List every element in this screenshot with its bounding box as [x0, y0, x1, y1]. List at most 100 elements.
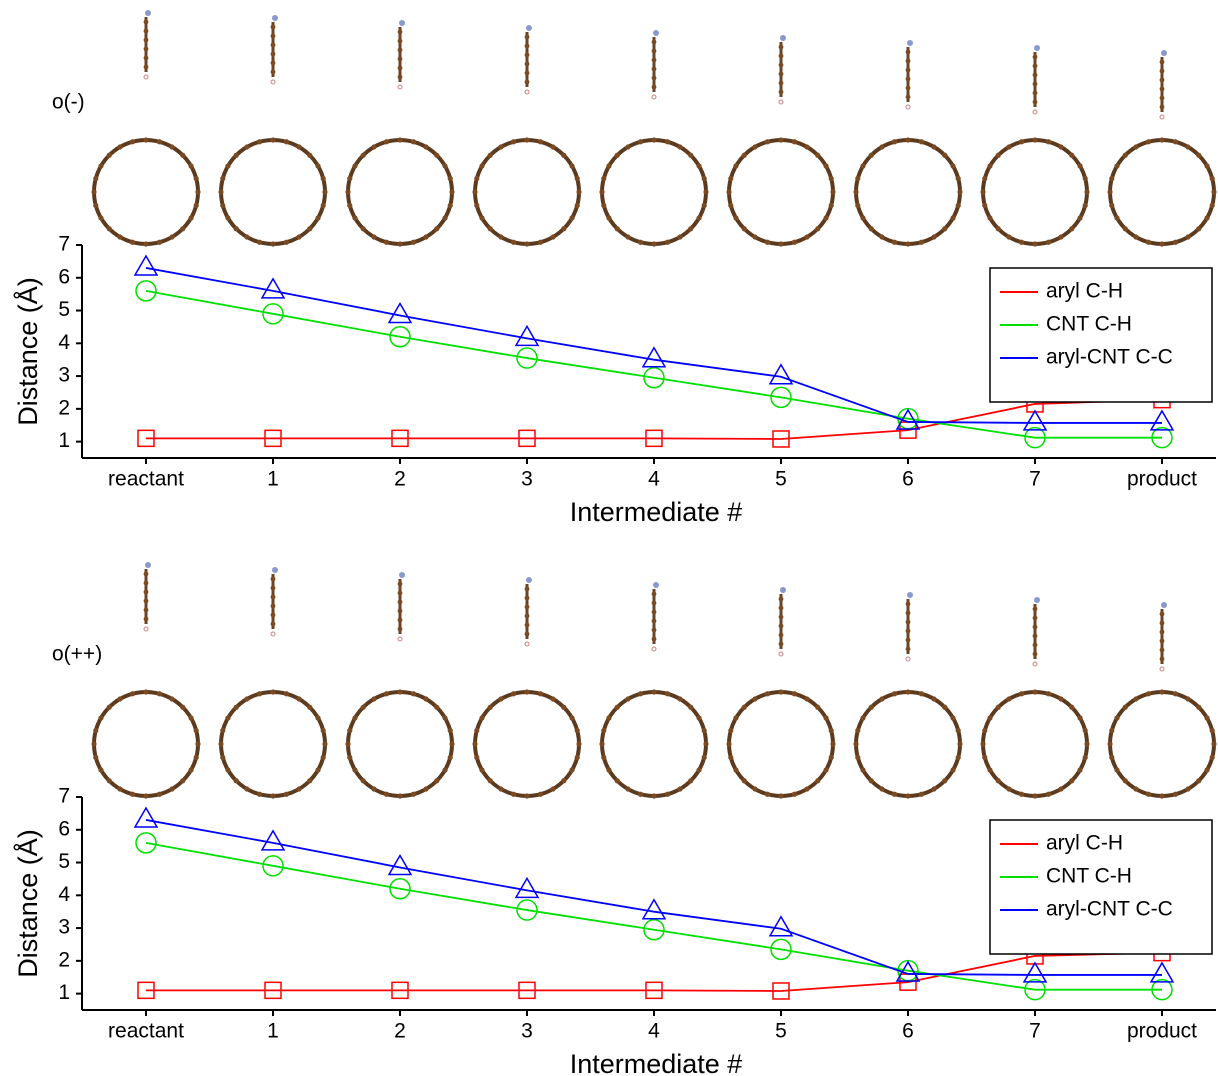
marker — [391, 981, 409, 1000]
atom — [1185, 234, 1191, 240]
atom — [117, 696, 123, 702]
atom-h — [905, 104, 911, 110]
atom — [524, 631, 530, 637]
atom — [701, 175, 707, 182]
atom — [524, 595, 530, 601]
atom — [701, 727, 707, 734]
atom — [472, 741, 478, 747]
marker — [518, 981, 536, 1000]
atom — [905, 601, 911, 607]
atom — [1045, 239, 1052, 245]
atom — [815, 152, 821, 158]
atom — [1006, 786, 1012, 792]
atom — [1114, 215, 1120, 221]
atom — [1145, 139, 1152, 145]
atom — [320, 175, 326, 182]
atom — [180, 152, 186, 158]
molecule — [980, 45, 1090, 247]
atom — [397, 626, 403, 632]
y-tick-label: 2 — [58, 396, 70, 419]
y-tick-label: 1 — [58, 429, 70, 452]
molecule — [345, 572, 455, 799]
atom-h — [1032, 109, 1038, 115]
atom — [855, 727, 861, 734]
atom — [307, 704, 313, 710]
atom — [637, 239, 644, 245]
atom — [256, 239, 263, 245]
atom — [804, 144, 810, 150]
atom — [804, 696, 810, 702]
atom — [434, 226, 440, 232]
atom — [93, 727, 99, 734]
atom — [905, 58, 911, 64]
atom — [1032, 615, 1038, 621]
atom-h — [1159, 666, 1165, 672]
atom — [479, 215, 485, 221]
atom — [651, 66, 657, 72]
atom — [537, 139, 544, 145]
atom-h — [143, 74, 149, 80]
x-tick-label: 2 — [394, 1020, 406, 1043]
marker — [133, 254, 159, 276]
x-tick-label: reactant — [108, 468, 184, 491]
atom — [728, 175, 734, 182]
atom — [283, 239, 290, 245]
atom — [498, 696, 504, 702]
atom — [106, 778, 112, 784]
x-tick-label: reactant — [108, 1020, 184, 1043]
atom — [651, 689, 657, 695]
molecule — [472, 577, 582, 799]
atom — [397, 29, 403, 35]
atom — [143, 616, 149, 622]
legend-label: CNT C-H — [1046, 865, 1132, 888]
marker — [387, 853, 413, 876]
atom-n — [145, 10, 151, 16]
atom — [905, 619, 911, 625]
x-tick-label: 7 — [1029, 468, 1041, 491]
atom-h — [270, 631, 276, 637]
atom — [1082, 175, 1088, 182]
atom — [244, 234, 250, 240]
atom — [423, 234, 429, 240]
atom — [1159, 95, 1165, 101]
atom — [169, 234, 175, 240]
atom — [1159, 629, 1165, 635]
x-axis-label: Intermediate # — [570, 1049, 743, 1076]
atom — [156, 791, 163, 797]
atom — [905, 241, 911, 247]
atom — [677, 144, 683, 150]
atom — [764, 691, 771, 697]
atom — [244, 786, 250, 792]
x-tick-label: 4 — [648, 468, 660, 491]
atom — [574, 202, 580, 209]
atom — [1032, 606, 1038, 612]
atom — [703, 741, 709, 747]
atom — [905, 67, 911, 73]
atom — [905, 637, 911, 643]
atom — [352, 767, 358, 773]
atom-h — [524, 89, 530, 95]
atom — [868, 778, 874, 784]
atom — [1133, 234, 1139, 240]
atom — [606, 715, 612, 721]
atom — [270, 576, 276, 582]
atom — [905, 610, 911, 616]
atom — [524, 622, 530, 628]
atom — [270, 689, 276, 695]
atom — [524, 604, 530, 610]
atom — [561, 152, 567, 158]
atom — [143, 793, 149, 799]
marker — [389, 326, 411, 348]
atom — [1084, 741, 1090, 747]
atom — [569, 215, 575, 221]
atom — [510, 139, 517, 145]
atom — [828, 754, 834, 761]
x-tick-label: 3 — [521, 1020, 533, 1043]
atom — [651, 84, 657, 90]
atom — [188, 715, 194, 721]
atom — [442, 715, 448, 721]
atom — [1196, 778, 1202, 784]
atom — [233, 704, 239, 710]
atom — [296, 234, 302, 240]
